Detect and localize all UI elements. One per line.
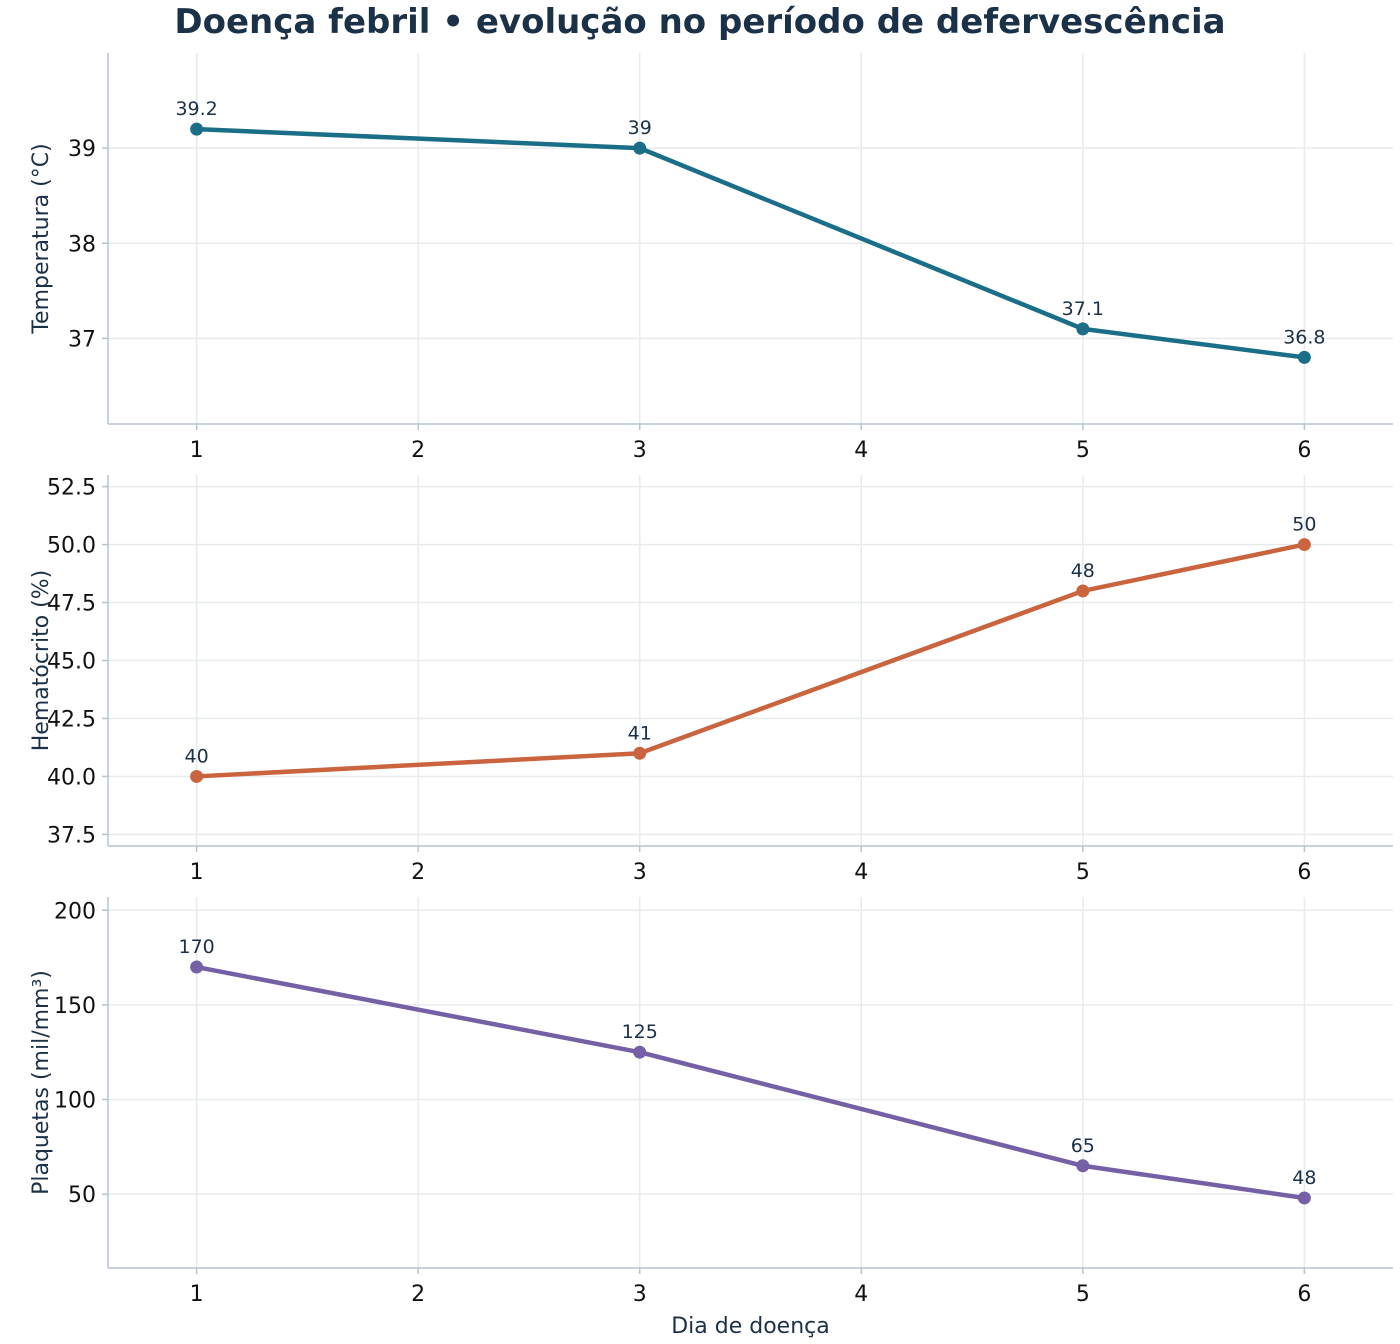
data-label: 125 xyxy=(622,1021,658,1043)
y-tick-label: 38 xyxy=(68,232,96,257)
x-tick-label: 4 xyxy=(854,860,868,885)
data-point xyxy=(190,122,204,136)
x-tick-label: 6 xyxy=(1297,438,1311,463)
chart-title: Doença febril • evolução no período de d… xyxy=(174,2,1226,42)
x-tick-label: 5 xyxy=(1076,860,1090,885)
series-line xyxy=(194,126,1307,360)
x-tick-label: 4 xyxy=(854,438,868,463)
y-tick-label: 50.0 xyxy=(47,534,96,559)
x-tick-label: 3 xyxy=(633,1282,647,1307)
x-tick-label: 2 xyxy=(411,860,425,885)
x-tick-label: 5 xyxy=(1076,1282,1090,1307)
y-axis-label: Plaquetas (mil/mm³) xyxy=(29,970,54,1195)
x-tick-label: 6 xyxy=(1297,860,1311,885)
y-tick-label: 42.5 xyxy=(47,707,96,732)
y-tick-label: 40.0 xyxy=(47,765,96,790)
x-tick-label: 3 xyxy=(633,438,647,463)
data-label: 40 xyxy=(185,745,209,767)
data-label: 65 xyxy=(1071,1135,1095,1157)
x-tick-label: 5 xyxy=(1076,438,1090,463)
y-tick-label: 37.5 xyxy=(47,823,96,848)
y-axis-label: Hematócrito (%) xyxy=(29,570,54,751)
data-point xyxy=(633,1045,647,1059)
y-tick-label: 47.5 xyxy=(47,592,96,617)
x-tick-label: 2 xyxy=(411,438,425,463)
data-label: 50 xyxy=(1292,514,1316,536)
y-tick-label: 100 xyxy=(54,1089,96,1114)
series-line xyxy=(194,542,1307,779)
data-point xyxy=(1076,1159,1090,1173)
data-label: 48 xyxy=(1071,560,1095,582)
y-tick-label: 37 xyxy=(68,327,96,352)
y-tick-label: 50 xyxy=(68,1183,96,1208)
y-tick-label: 52.5 xyxy=(47,476,96,501)
data-point xyxy=(190,769,204,783)
data-label: 39.2 xyxy=(175,98,217,120)
data-point xyxy=(1297,1191,1311,1205)
series-line xyxy=(194,964,1307,1201)
y-tick-label: 45.0 xyxy=(47,650,96,675)
data-point xyxy=(633,746,647,760)
data-label: 36.8 xyxy=(1283,326,1325,348)
data-label: 41 xyxy=(628,722,652,744)
x-tick-label: 6 xyxy=(1297,1282,1311,1307)
data-label: 170 xyxy=(178,936,214,958)
y-tick-label: 39 xyxy=(68,137,96,162)
x-tick-label: 4 xyxy=(854,1282,868,1307)
y-tick-label: 150 xyxy=(54,994,96,1019)
data-point xyxy=(1076,322,1090,336)
y-tick-label: 200 xyxy=(54,899,96,924)
x-axis-label: Dia de doença xyxy=(671,1314,830,1339)
x-tick-label: 1 xyxy=(190,438,204,463)
x-tick-label: 3 xyxy=(633,860,647,885)
data-label: 39 xyxy=(628,117,652,139)
data-label: 37.1 xyxy=(1062,298,1104,320)
data-point xyxy=(190,960,204,974)
data-label: 48 xyxy=(1292,1167,1316,1189)
x-tick-label: 2 xyxy=(411,1282,425,1307)
data-point xyxy=(1076,584,1090,598)
y-axis-label: Temperatura (°C) xyxy=(29,143,54,334)
data-point xyxy=(1297,538,1311,552)
data-point xyxy=(1297,350,1311,364)
x-tick-label: 1 xyxy=(190,860,204,885)
x-tick-label: 1 xyxy=(190,1282,204,1307)
data-point xyxy=(633,141,647,155)
